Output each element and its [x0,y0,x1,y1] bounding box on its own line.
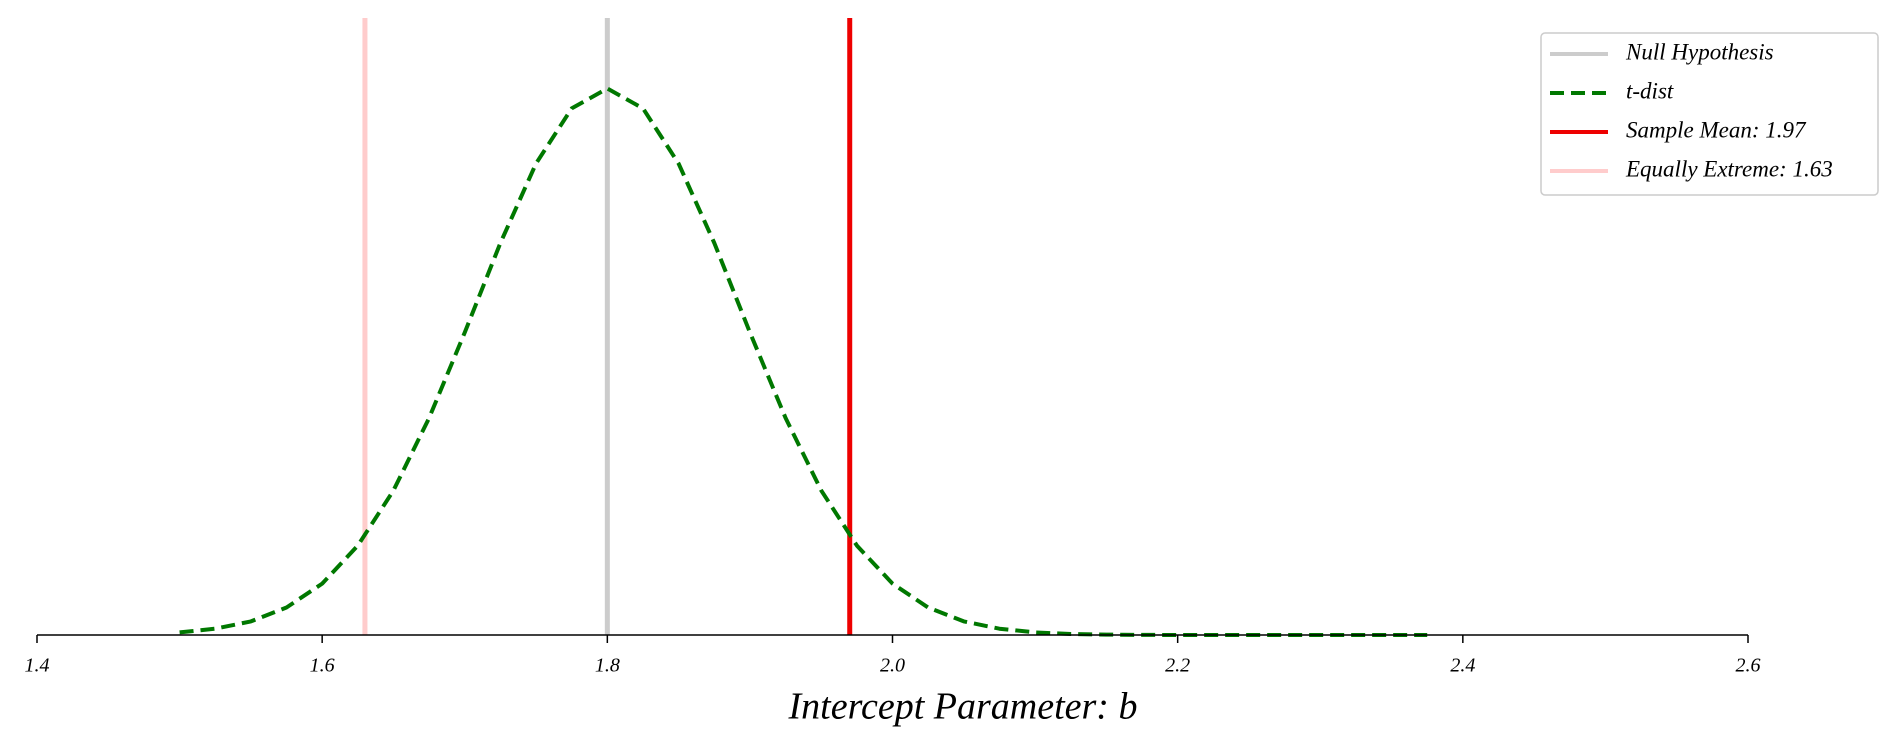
x-tick-label: 2.6 [1736,655,1761,677]
legend-label: Null Hypothesis [1625,39,1774,64]
x-tick-label: 1.4 [25,655,50,677]
x-tick-label: 2.0 [880,655,905,677]
legend-label: Equally Extreme: 1.63 [1625,156,1833,181]
x-tick-label: 1.8 [595,655,620,677]
legend-label: Sample Mean: 1.97 [1626,117,1807,142]
x-tick-label: 2.2 [1165,655,1190,677]
legend-label: t-dist [1626,78,1674,103]
curve [179,86,1428,637]
legend: Null Hypothesis t-dist Sample Mean: 1.97 Eq… [1540,32,1879,196]
x-tick-label: 2.4 [1450,655,1475,677]
legend-box [1540,32,1879,196]
x-tick-label: 1.6 [310,655,335,677]
x-axis-label: Intercept Parameter: b [788,686,1138,728]
